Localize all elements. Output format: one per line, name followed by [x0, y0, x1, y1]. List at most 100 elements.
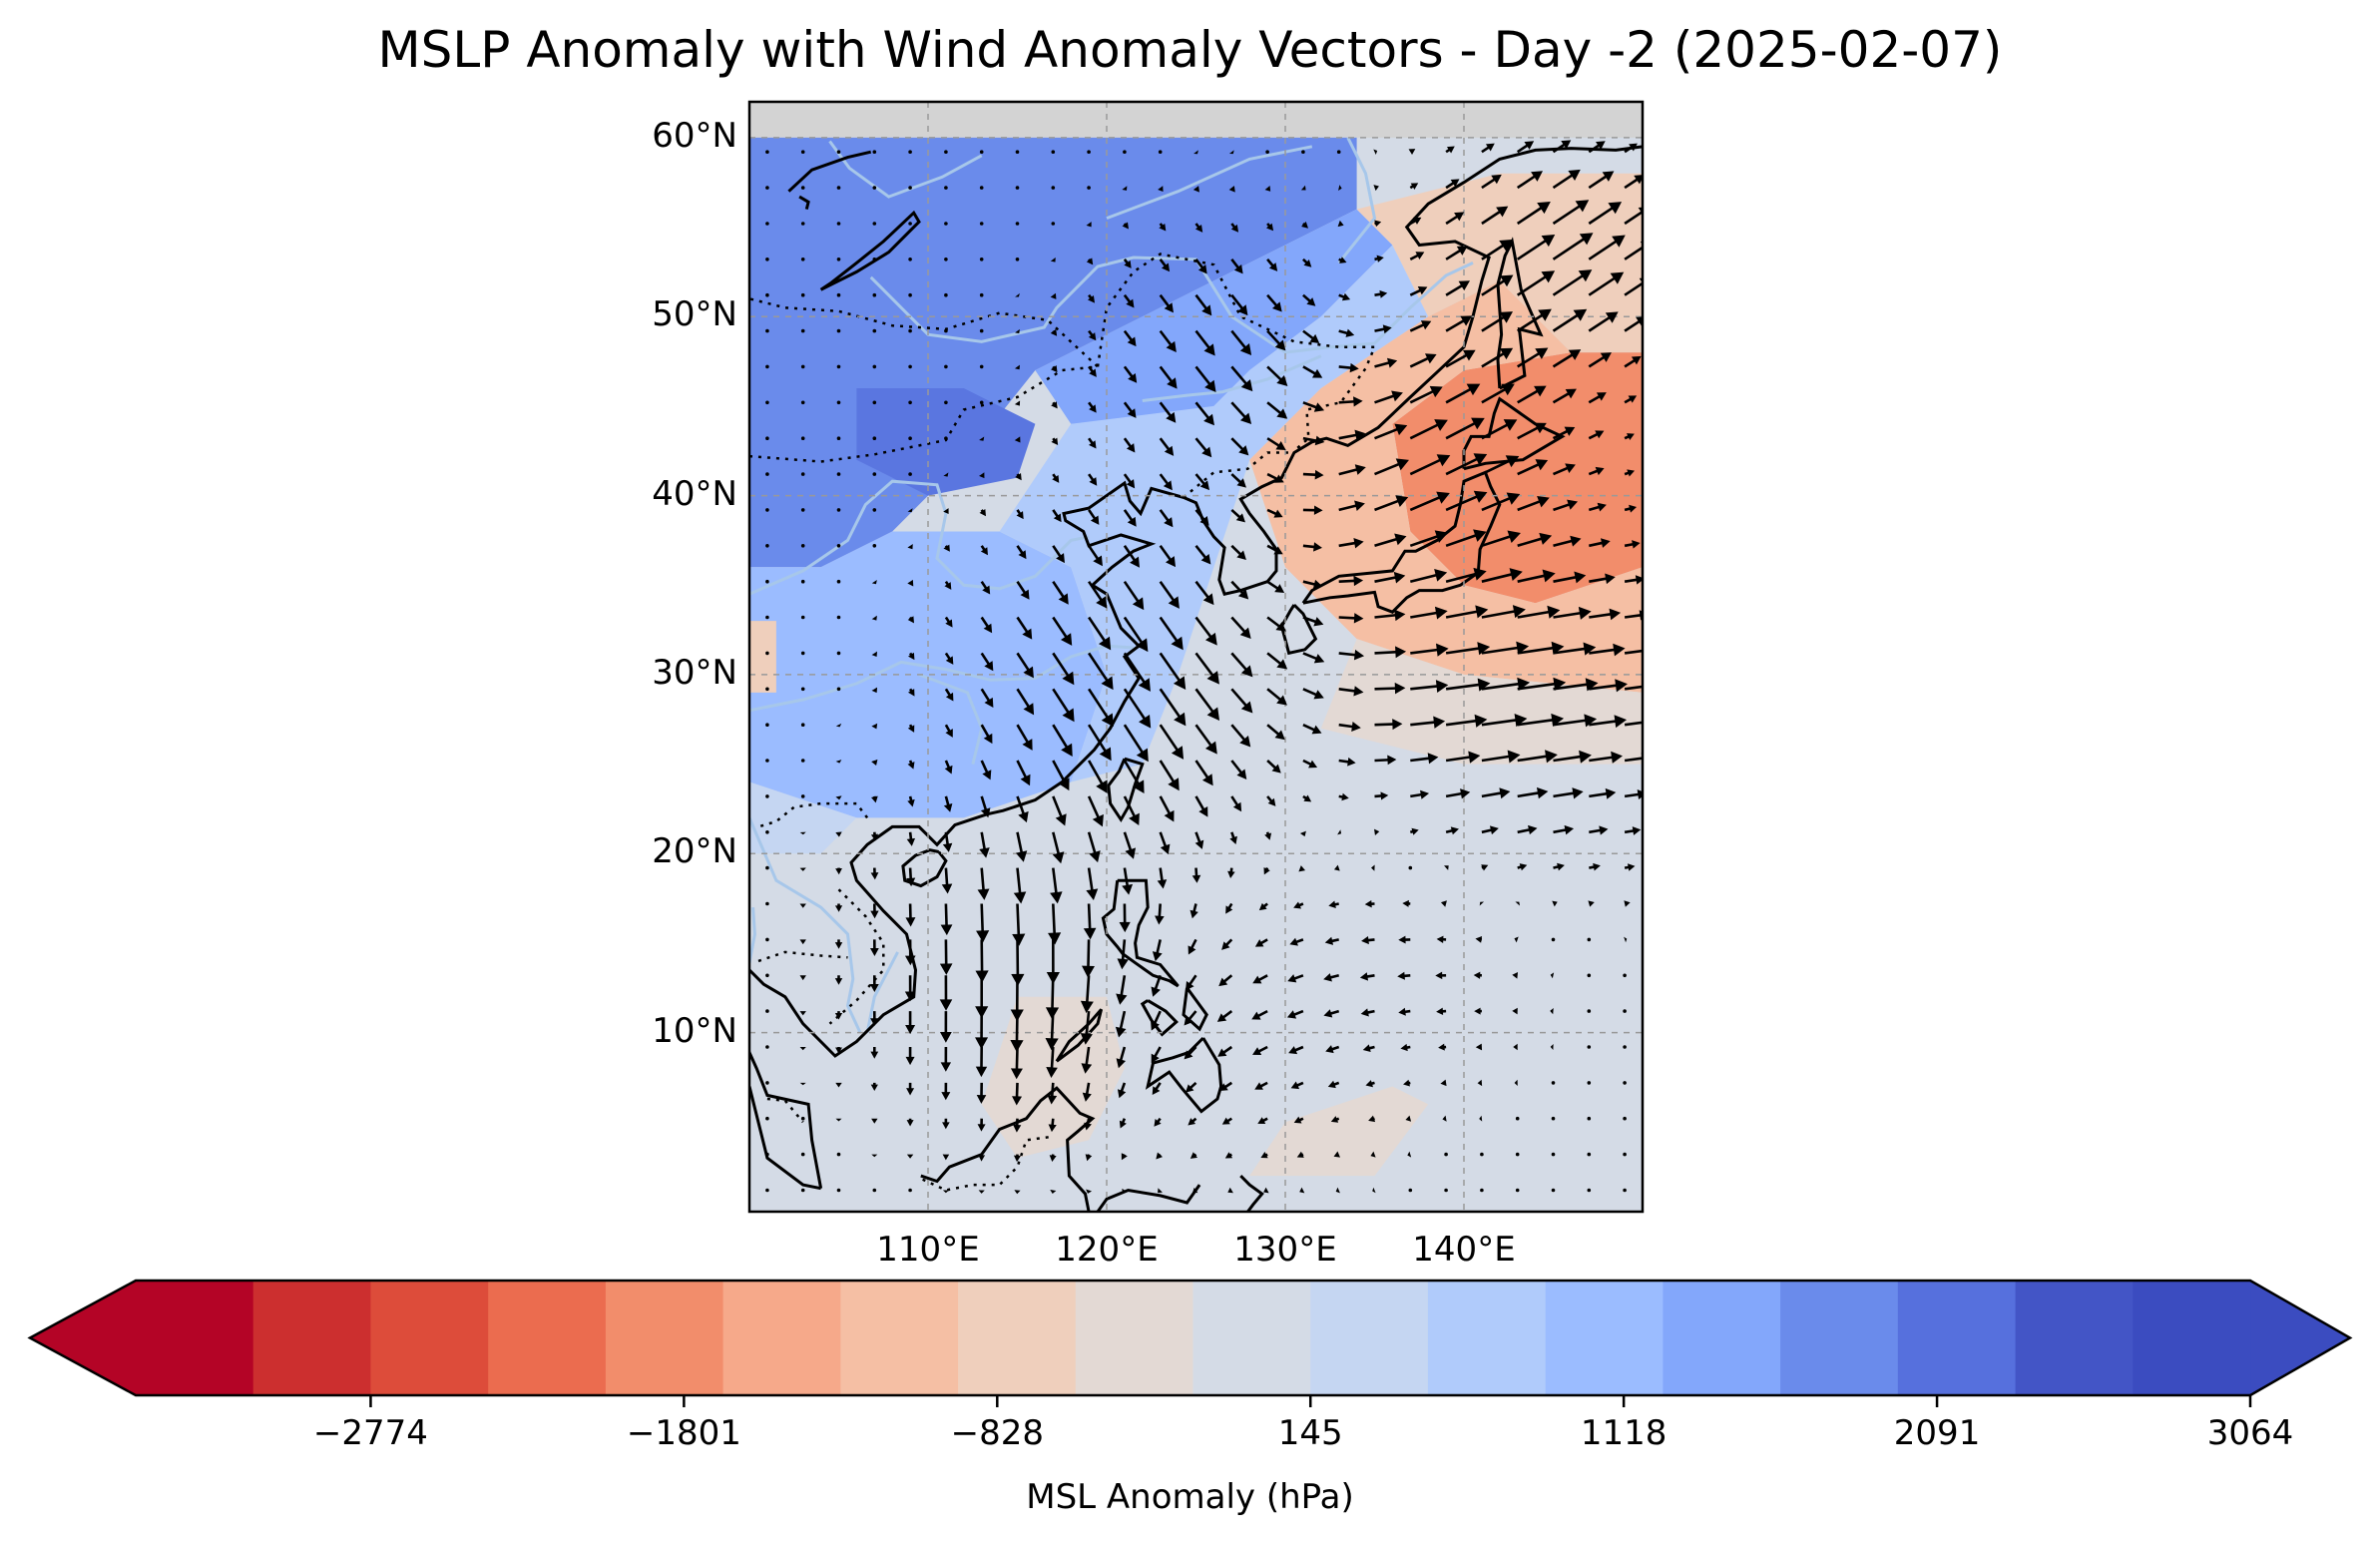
colorbar-swatch — [2133, 1281, 2251, 1395]
wind-vector — [1046, 1046, 1058, 1078]
wind-vector — [1088, 652, 1114, 691]
wind-vector — [1338, 792, 1349, 801]
wind-vector — [1159, 401, 1177, 423]
wind-vector — [1515, 1188, 1520, 1193]
wind-vector — [1440, 1079, 1447, 1087]
coastline-segment — [1301, 470, 1502, 614]
wind-vector — [1051, 437, 1059, 446]
wind-vector — [1588, 271, 1625, 296]
wind-vector — [1302, 652, 1325, 664]
wind-vector — [1517, 713, 1565, 727]
wind-vector — [1302, 759, 1318, 769]
wind-vector — [836, 1188, 841, 1193]
wind-vector — [1551, 1152, 1556, 1157]
wind-vector — [1014, 400, 1021, 406]
wind-vector — [1338, 292, 1351, 301]
wind-vector — [765, 400, 769, 405]
wind-vector — [1481, 825, 1499, 835]
anomaly-region-japan-weak-positive — [1249, 280, 1643, 693]
wind-vector — [1086, 867, 1099, 901]
wind-vector — [907, 760, 915, 770]
anomaly-region-newguinea-weak-positive — [1249, 1086, 1429, 1177]
wind-vector — [1372, 1187, 1376, 1194]
wind-vector — [907, 544, 913, 550]
wind-vector — [939, 1011, 952, 1043]
wind-vector — [1185, 1081, 1197, 1093]
wind-vector — [1551, 937, 1556, 942]
wind-vector — [1155, 903, 1165, 925]
wind-vector — [1515, 1116, 1520, 1121]
wind-vector — [1481, 419, 1518, 440]
longitude-label: 140°E — [1412, 1230, 1516, 1270]
colorbar-swatch — [1780, 1281, 1899, 1395]
wind-vector — [765, 186, 769, 190]
wind-vector — [1516, 308, 1552, 332]
colorbar — [27, 1279, 2353, 1407]
wind-vector — [1088, 509, 1100, 525]
wind-vector — [942, 831, 953, 852]
wind-vector — [1473, 971, 1482, 979]
wind-vector — [1230, 544, 1246, 561]
wind-vector — [1014, 1190, 1021, 1195]
wind-vector — [1159, 580, 1180, 609]
wind-vector — [1370, 1151, 1376, 1158]
wind-vector — [1087, 724, 1112, 762]
wind-vector — [1408, 1188, 1413, 1193]
no-data-band — [749, 102, 1643, 138]
wind-vector — [1552, 200, 1590, 226]
wind-vector — [1553, 499, 1579, 512]
wind-vector — [1624, 175, 1643, 190]
wind-vector — [1218, 974, 1233, 987]
wind-vector — [1087, 760, 1108, 793]
wind-vector — [905, 1011, 916, 1035]
wind-vector — [1335, 1187, 1340, 1194]
wind-vector — [1086, 222, 1092, 228]
wind-vector — [800, 258, 805, 261]
wind-vector — [765, 759, 769, 763]
colorbar-swatch — [488, 1281, 607, 1395]
wind-vector — [1194, 365, 1216, 392]
wind-vector — [1553, 606, 1592, 620]
wind-vector — [1409, 353, 1437, 368]
wind-vector — [835, 760, 842, 764]
border-segment — [1096, 253, 1377, 452]
wind-vector — [1123, 509, 1137, 527]
wind-vector — [1052, 580, 1069, 605]
wind-vector — [1374, 755, 1397, 766]
wind-vector — [1152, 939, 1163, 962]
wind-vector — [1407, 1151, 1412, 1158]
wind-vector — [1481, 455, 1520, 476]
wind-vector — [1481, 714, 1528, 728]
wind-vector — [1159, 473, 1173, 491]
wind-vector — [870, 903, 879, 919]
wind-vector — [1517, 422, 1547, 440]
wind-vector — [1188, 1117, 1197, 1126]
wind-vector — [869, 975, 879, 992]
wind-vector — [1512, 1007, 1518, 1015]
wind-vector — [836, 150, 841, 154]
wind-vector — [1302, 365, 1323, 378]
wind-vector — [1409, 385, 1443, 404]
anomaly-region-mongolia-mid-negative — [1035, 209, 1393, 424]
wind-vector — [1048, 1118, 1057, 1133]
wind-vector — [1300, 185, 1306, 191]
wind-vector — [1230, 616, 1251, 639]
wind-vector — [1083, 903, 1097, 940]
wind-vector — [1553, 787, 1584, 799]
wind-vector — [1192, 1187, 1198, 1194]
wind-vector — [1191, 867, 1201, 883]
wind-vector — [1266, 652, 1288, 670]
wind-vector — [1409, 454, 1451, 476]
wind-vector — [1338, 464, 1366, 476]
wind-vector — [1230, 401, 1252, 425]
wind-vector — [1052, 473, 1060, 483]
wind-vector — [800, 579, 805, 584]
wind-vector — [1624, 395, 1638, 404]
wind-vector — [1624, 716, 1643, 729]
wind-vector — [979, 472, 985, 479]
wind-vector — [980, 688, 994, 709]
wind-vector — [1084, 1118, 1092, 1131]
wind-vector — [1400, 1043, 1411, 1052]
latitude-label: 40°N — [652, 473, 737, 514]
wind-vector — [1481, 677, 1531, 691]
